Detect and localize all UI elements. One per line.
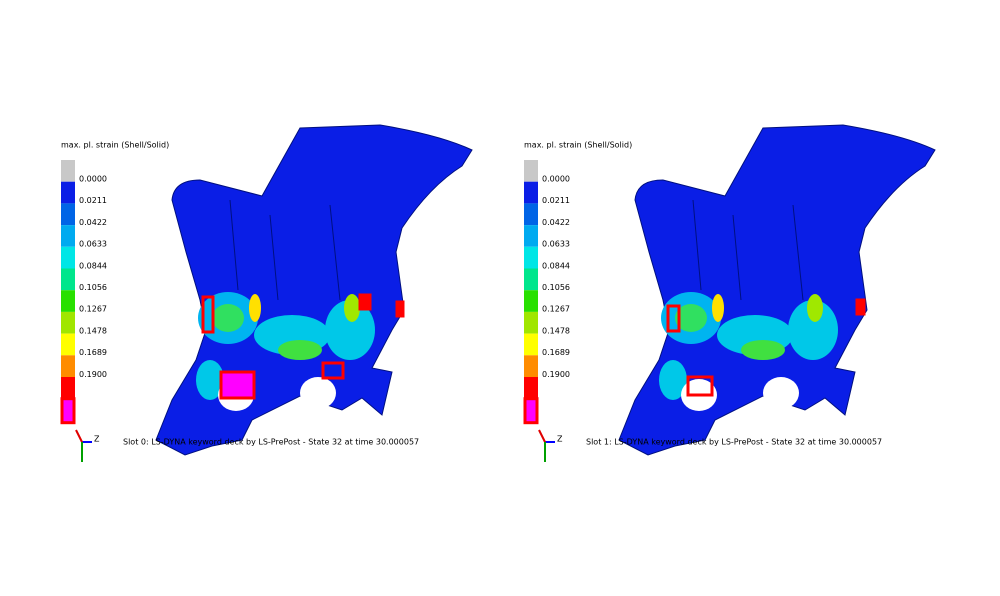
hotspot — [219, 370, 256, 400]
triad-label: Z — [94, 435, 100, 444]
legend-label: 0.0211 — [542, 196, 570, 205]
legend-swatch — [61, 181, 75, 204]
hotspot — [666, 304, 681, 333]
legend-swatch — [524, 181, 538, 204]
legend-swatch — [60, 397, 76, 425]
legend-label: 0.1267 — [542, 305, 570, 314]
panel: max. pl. strain (Shell/Solid) 0.0000 0.021… — [60, 124, 473, 462]
panel: max. pl. strain (Shell/Solid) 0.0000 0.021… — [523, 124, 936, 462]
legend-swatch — [61, 333, 75, 356]
hotspot — [358, 293, 372, 311]
legend-label: 0.0422 — [542, 218, 570, 227]
legend-label: 0.1478 — [79, 326, 107, 335]
legend-label: 0.1478 — [542, 326, 570, 335]
legend-swatch — [61, 377, 75, 399]
legend-swatch — [523, 397, 539, 425]
legend-swatch — [61, 160, 75, 182]
legend-label: 0.1900 — [542, 370, 570, 379]
legend-swatch — [61, 355, 75, 377]
caption: Slot 1: LS-DYNA keyword deck by LS-PrePo… — [586, 438, 882, 447]
legend-swatch — [524, 311, 538, 334]
legend-swatch — [524, 377, 538, 399]
legend-label: 0.1900 — [79, 370, 107, 379]
legend-label: 0.0844 — [79, 261, 107, 270]
hotspot — [686, 375, 714, 397]
legend-swatch — [61, 311, 75, 334]
legend-label: 0.0211 — [79, 196, 107, 205]
legend-swatch — [61, 225, 75, 247]
legend-label: 0.1056 — [79, 283, 107, 292]
model — [618, 124, 936, 456]
legend-swatch — [524, 333, 538, 356]
legend-swatch — [524, 203, 538, 226]
legend-label: 0.0633 — [79, 240, 107, 249]
legend-label: 0.1689 — [542, 348, 570, 357]
legend-title: max. pl. strain (Shell/Solid) — [524, 141, 632, 150]
legend-label: 0.1689 — [79, 348, 107, 357]
legend-swatch — [524, 160, 538, 182]
legend-swatch — [524, 355, 538, 377]
legend-swatch — [61, 290, 75, 312]
legend-swatch — [61, 268, 75, 291]
legend-label: 0.0000 — [79, 175, 107, 184]
legend-swatch — [524, 225, 538, 247]
hotspot — [201, 295, 215, 334]
hotspot — [855, 298, 866, 316]
caption: Slot 0: LS-DYNA keyword deck by LS-PrePo… — [123, 438, 419, 447]
legend-title: max. pl. strain (Shell/Solid) — [61, 141, 169, 150]
legend-label: 0.0000 — [542, 175, 570, 184]
hotspot — [321, 361, 345, 380]
hotspot — [395, 300, 405, 318]
triad-axis — [75, 429, 83, 443]
legend-label: 0.1267 — [79, 305, 107, 314]
legend-label: 0.0633 — [542, 240, 570, 249]
legend-swatch — [524, 290, 538, 312]
legend-swatch — [524, 268, 538, 291]
triad-label: Z — [557, 435, 563, 444]
legend-label: 0.0844 — [542, 261, 570, 270]
legend-label: 0.1056 — [542, 283, 570, 292]
legend-label: 0.0422 — [79, 218, 107, 227]
legend-swatch — [61, 246, 75, 269]
panels: max. pl. strain (Shell/Solid) 0.0000 0.021… — [60, 124, 936, 462]
triad-axis — [538, 429, 546, 443]
legend-swatch — [524, 246, 538, 269]
model — [155, 124, 473, 456]
legend-swatch — [61, 203, 75, 226]
